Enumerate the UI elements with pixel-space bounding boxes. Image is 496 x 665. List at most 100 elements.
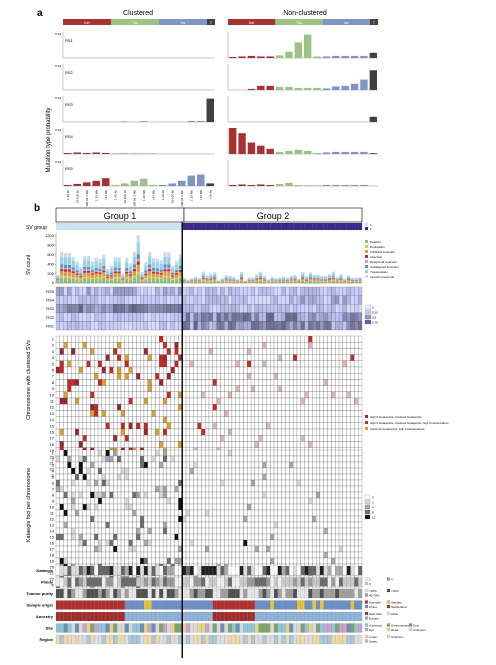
chrom-cell (109, 354, 114, 361)
chrom-cell (270, 422, 275, 430)
kataegis-cell (212, 461, 217, 469)
kataegis-cell (155, 533, 160, 541)
chrom-cell (254, 379, 259, 386)
kataegis-cell (147, 515, 152, 523)
chrom-cell (270, 391, 275, 399)
kataegis-cell (63, 461, 68, 469)
chrom-cell (136, 397, 141, 405)
kataegis-cell (124, 461, 129, 469)
kataegis-cell (90, 497, 95, 505)
kataegis-cell (132, 527, 137, 535)
kataegis-cell (124, 503, 129, 511)
kataegis-cell (304, 485, 309, 493)
prob-bar (304, 150, 312, 154)
sv-count-bar (167, 267, 171, 270)
sv-count-bar (98, 259, 102, 263)
kataegis-cell (201, 527, 206, 535)
chrom-cell (55, 348, 60, 355)
chrom-cell (270, 404, 275, 411)
kataegis-cell (136, 533, 141, 541)
signature-cell (273, 295, 278, 305)
x-tick-label: 1-10 kb (66, 190, 70, 200)
kataegis-cell (304, 461, 309, 469)
kataegis-cell (97, 533, 103, 541)
chrom-cell (86, 428, 91, 436)
chrom-cell (350, 373, 355, 380)
chrom-cell (155, 428, 160, 436)
chrom-cell (193, 397, 198, 405)
chrom-cell (67, 435, 72, 442)
sv-count-bar (228, 275, 232, 277)
chrom-cell (358, 366, 363, 374)
kataegis-cell (239, 509, 244, 517)
kataegis-cell (109, 551, 114, 559)
sv-count-tick: 0 (52, 280, 55, 285)
chrom-cell (174, 410, 179, 417)
chrom-cell (250, 360, 256, 368)
chrom-cell (335, 366, 340, 374)
kataegis-cell (277, 515, 282, 523)
signature-cell (220, 304, 225, 313)
chrom-cell (166, 342, 171, 349)
sv-count-bar (228, 281, 232, 283)
chrom-cell (159, 410, 164, 417)
kataegis-cell (205, 539, 210, 547)
kataegis-cell (78, 491, 83, 499)
kataegis-cell (239, 473, 244, 481)
kataegis-cell (277, 503, 282, 511)
kataegis-cell (78, 503, 83, 511)
signature-cell (224, 304, 229, 313)
kataegis-cell (55, 539, 60, 547)
signature-cell (308, 295, 313, 305)
signature-cell (358, 304, 363, 313)
kataegis-cell (231, 539, 236, 547)
kataegis-cell (262, 497, 267, 505)
signature-cell (312, 312, 317, 322)
signature-cell (128, 304, 133, 313)
kataegis-cell (170, 473, 175, 481)
chrom-cell (128, 342, 133, 349)
kataegis-cell (346, 527, 351, 535)
kataegis-cell (296, 503, 301, 511)
kataegis-cell (266, 533, 271, 541)
sv-count-bar (312, 281, 316, 283)
kataegis-cell (117, 461, 122, 469)
sv-group-cell (235, 223, 240, 230)
kataegis-cell (155, 467, 160, 475)
sv-count-bar (178, 272, 182, 277)
kataegis-cell (308, 509, 313, 517)
kataegis-cell (128, 503, 133, 511)
kataegis-cell (162, 515, 168, 523)
chrom-cell (254, 416, 259, 423)
chrom-cell (266, 366, 271, 374)
kataegis-cell (331, 557, 336, 565)
kataegis-cell (166, 509, 171, 517)
x-tick-label: 100 kb-1 Mb (85, 190, 89, 207)
chrom-cell (346, 441, 351, 448)
class-header-inv (322, 19, 370, 25)
sv-count-bar (144, 275, 148, 279)
signature-cell (300, 286, 305, 296)
chrom-cell (128, 360, 133, 368)
kataegis-cell (315, 479, 321, 487)
chrom-cell (231, 428, 236, 436)
chrom-cell (250, 379, 256, 386)
kataegis-cell (109, 461, 114, 469)
kataegis-cell (247, 467, 252, 475)
chrom-cell (270, 416, 275, 423)
kataegis-cell (231, 491, 236, 499)
sv-count-bar (236, 279, 240, 280)
chrom-cell (208, 441, 213, 448)
kataegis-cell (262, 539, 267, 547)
chrom-cell (208, 385, 213, 392)
signature-cell (358, 286, 363, 296)
kataegis-cell (247, 515, 252, 523)
chrom-cell (281, 435, 286, 442)
signature-cell (124, 321, 129, 331)
chrom-cell (151, 428, 156, 436)
chrom-cell (358, 348, 363, 355)
kataegis-cell (350, 533, 355, 541)
kataegis-cell (346, 545, 351, 553)
signature-cell (71, 304, 76, 313)
